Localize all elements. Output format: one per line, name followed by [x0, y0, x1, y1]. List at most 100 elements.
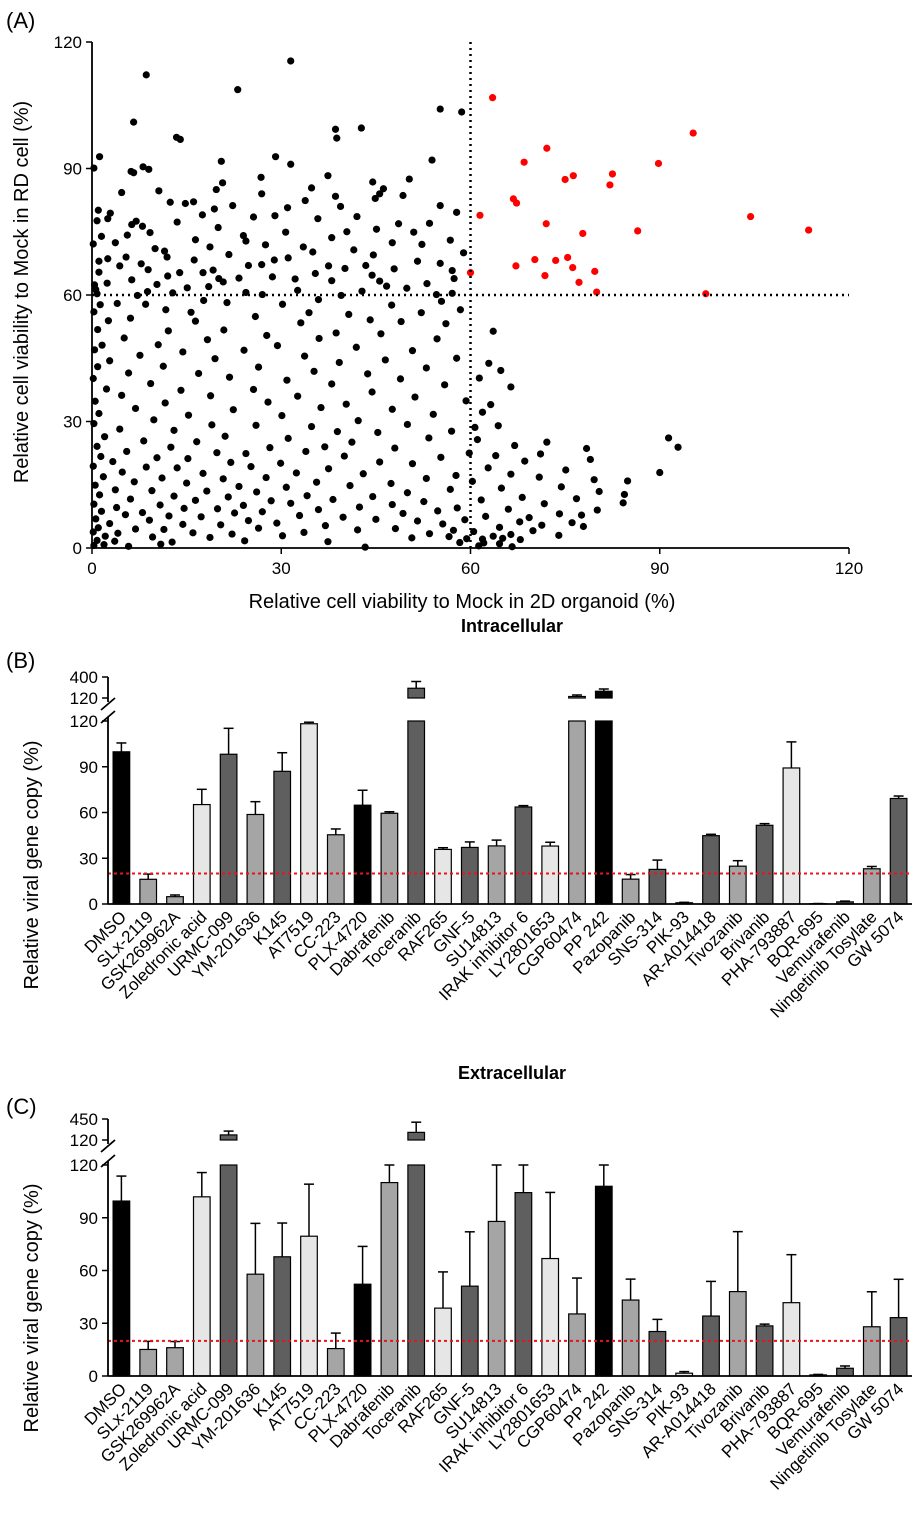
data-point: [324, 465, 333, 473]
data-point: [303, 492, 311, 500]
data-point: [180, 504, 188, 512]
data-point: [494, 422, 502, 430]
data-point: [390, 265, 398, 273]
data-point: [193, 438, 201, 446]
highlight-data-point: [541, 272, 549, 280]
scatter-chart: (A) 0 30 60 90 120 0 30 60 90 120 Relative cell v…: [6, 8, 863, 613]
bar: [166, 1347, 184, 1377]
data-point: [442, 320, 450, 328]
data-point: [579, 522, 588, 531]
data-point: [301, 196, 309, 205]
data-point: [391, 444, 399, 452]
data-point: [168, 538, 176, 546]
data-point: [590, 476, 598, 484]
data-point: [311, 269, 319, 278]
data-point: [225, 250, 233, 259]
data-point: [254, 524, 263, 532]
highlight-data-point: [476, 211, 484, 219]
data-point: [485, 359, 493, 367]
data-point: [268, 273, 277, 281]
data-point: [497, 484, 506, 492]
highlight-data-point: [593, 288, 601, 296]
data-point: [157, 540, 165, 548]
data-point: [184, 455, 192, 463]
data-point: [314, 506, 323, 514]
data-point: [218, 179, 227, 187]
data-point: [173, 464, 181, 472]
data-point: [179, 520, 187, 528]
data-point: [258, 190, 266, 198]
highlight-data-point: [531, 255, 539, 264]
data-point: [93, 442, 101, 450]
bar: [648, 1330, 667, 1377]
data-point: [123, 447, 131, 456]
data-point: [177, 386, 185, 394]
data-point: [199, 269, 207, 277]
data-point: [452, 471, 460, 480]
bar: [728, 1291, 747, 1377]
data-point: [465, 449, 473, 457]
bar: [594, 1185, 613, 1377]
data-point: [352, 343, 360, 351]
data-point: [369, 251, 377, 259]
data-point: [456, 306, 465, 314]
data-point: [497, 366, 505, 375]
data-point: [113, 299, 121, 308]
data-point: [437, 453, 445, 461]
data-point: [144, 266, 152, 274]
data-point: [210, 205, 218, 213]
data-point: [482, 512, 490, 520]
data-point: [340, 452, 348, 460]
data-point: [461, 516, 469, 524]
data-point: [146, 228, 154, 237]
data-point: [324, 172, 332, 180]
highlight-data-point: [608, 170, 617, 178]
data-point: [448, 266, 456, 275]
data-point: [332, 329, 340, 337]
data-point: [504, 505, 512, 513]
data-point: [516, 535, 524, 544]
data-point: [307, 422, 316, 431]
data-point: [190, 256, 198, 264]
bar: [568, 720, 586, 905]
data-point: [372, 225, 381, 233]
data-point: [244, 261, 253, 270]
data-point: [484, 464, 492, 472]
data-point: [489, 327, 497, 335]
data-point: [109, 457, 117, 466]
data-point: [273, 519, 281, 527]
bar: [219, 1164, 238, 1377]
data-point: [219, 475, 227, 483]
data-point: [418, 240, 426, 248]
y-tick-label: 60: [79, 804, 98, 823]
bar: [273, 770, 292, 905]
y-tick-label: 90: [79, 1209, 98, 1228]
data-point: [291, 275, 299, 283]
data-point: [229, 406, 237, 414]
data-point: [331, 125, 340, 133]
data-point: [94, 325, 102, 334]
bar: [112, 751, 131, 905]
highlight-data-point: [805, 226, 813, 234]
data-point: [408, 347, 417, 355]
data-point: [368, 388, 376, 396]
data-point: [331, 192, 340, 200]
data-point: [211, 355, 219, 363]
highlight-data-point: [466, 269, 475, 277]
data-point: [372, 515, 380, 523]
data-point: [368, 271, 376, 279]
data-point: [223, 298, 231, 307]
data-point: [111, 239, 119, 247]
data-point: [394, 220, 403, 228]
data-point: [342, 400, 350, 408]
data-point: [518, 493, 526, 501]
data-point: [138, 222, 147, 230]
y-tick-label: 120: [70, 1156, 98, 1175]
data-point: [266, 444, 274, 452]
y-tick-label: 60: [63, 286, 82, 305]
bar: [166, 896, 184, 905]
data-point: [397, 317, 405, 326]
extracellular-title: Extracellular: [457, 1063, 567, 1083]
data-point: [89, 240, 97, 248]
data-point: [507, 470, 515, 478]
